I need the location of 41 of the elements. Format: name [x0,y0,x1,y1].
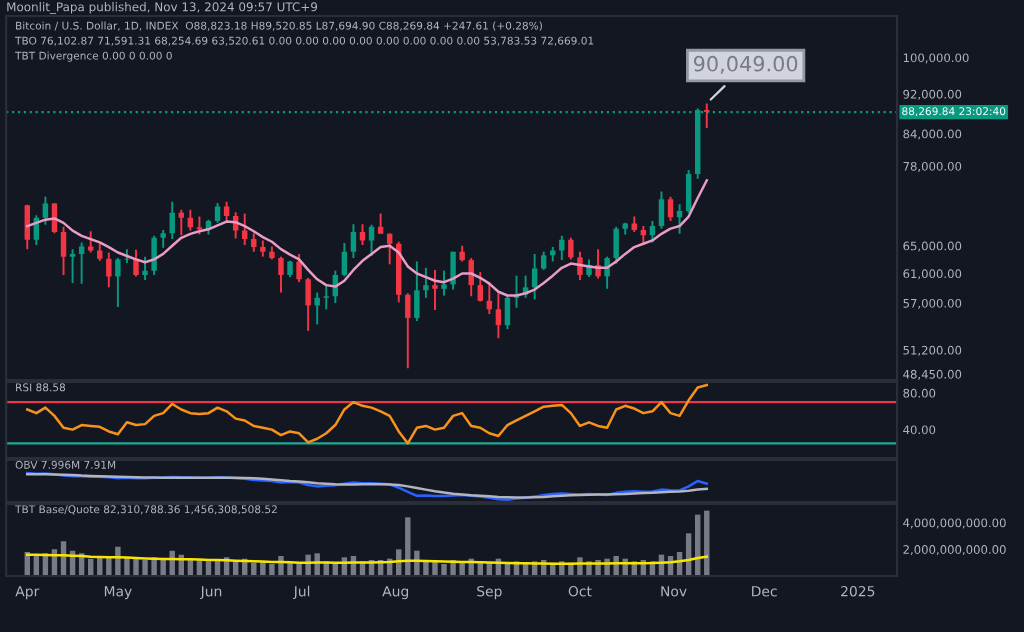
candlestick [414,260,420,323]
candlestick [69,248,76,284]
candlestick [251,232,257,253]
candlestick [115,257,121,308]
candlestick [305,276,311,332]
candlestick [667,195,674,222]
candlestick [604,255,610,290]
candlestick [613,225,619,265]
candlestick [78,241,85,285]
candlestick [559,234,565,262]
candlestick [169,200,175,241]
candlestick [477,271,483,303]
candlestick [658,190,665,230]
candlestick [495,292,502,340]
candlestick [568,236,574,261]
candlestick [178,208,185,237]
candlestick [106,251,112,289]
candlestick [577,250,583,281]
candlestick [296,252,302,284]
candlestick [468,257,474,298]
candlestick [405,292,411,370]
candlestick [386,232,393,266]
annotation: 90,049.00 [693,55,798,74]
candlestick [341,242,348,278]
candlestick [441,269,447,297]
candlestick [377,212,384,235]
candlestick [42,195,49,226]
candlestick [504,294,511,331]
candlestick [87,230,94,254]
candlestick [214,201,221,224]
candlestick [540,250,547,271]
candlestick [323,284,329,311]
candlestick [142,255,148,281]
candlestick [423,266,429,299]
candlestick [133,248,139,278]
candlestick [685,169,692,214]
candlestick [432,268,438,312]
candlestick [278,255,284,294]
candlestick [60,225,67,276]
candlestick [350,223,357,259]
candlestick [314,291,320,326]
